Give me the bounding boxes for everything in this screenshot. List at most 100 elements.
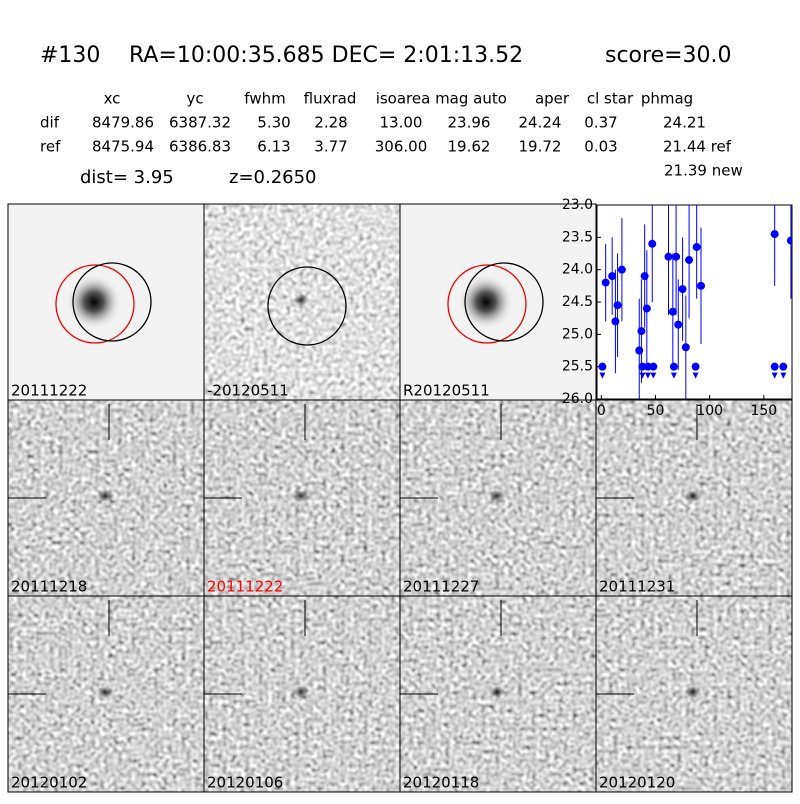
redshift: z=0.2650 — [229, 167, 317, 188]
y-tick-label: 23.0 — [562, 197, 593, 213]
stamp-label: 20120102 — [11, 774, 87, 792]
cell: 306.00 — [375, 138, 428, 156]
point — [664, 252, 673, 261]
table: xc yc fwhm fluxrad isoarea mag auto aper cl sta… — [40, 90, 732, 156]
cell: 21.44 ref — [663, 138, 732, 156]
residual — [97, 686, 113, 698]
point — [637, 327, 646, 336]
residual — [293, 490, 309, 502]
limit-point — [770, 362, 779, 371]
new-circle — [464, 262, 544, 342]
source — [66, 274, 122, 330]
row-label: ref — [40, 138, 61, 156]
stamp: 20120106 — [203, 595, 401, 793]
points — [598, 205, 792, 399]
y-tick-label: 24.5 — [562, 294, 593, 310]
stamp-label: 20120106 — [207, 774, 283, 792]
column-header: fluxrad — [304, 90, 357, 108]
y-tick-label: 24.0 — [562, 262, 593, 278]
object-id: #130 — [40, 43, 100, 68]
new-circle — [72, 262, 152, 342]
cell: 6386.83 — [169, 138, 231, 156]
limit-point — [691, 362, 700, 371]
distance: dist= 3.95 — [80, 167, 174, 188]
stamp: 20111222 — [7, 203, 205, 401]
stamp: 20111231 — [595, 399, 793, 597]
column-header: aper — [535, 90, 570, 108]
source — [458, 274, 514, 330]
point — [685, 255, 694, 264]
residual — [489, 490, 505, 502]
column-header: isoarea — [376, 90, 431, 108]
stamp-label: 20111222 — [207, 578, 283, 596]
cell: 5.30 — [257, 114, 290, 132]
cell: 6387.32 — [169, 114, 231, 132]
column-header: yc — [186, 90, 203, 108]
stamp-frame — [595, 595, 793, 793]
y-tick-label: 25.0 — [562, 326, 593, 342]
column-header: mag auto — [435, 90, 507, 108]
cell: 8475.94 — [92, 138, 154, 156]
point — [692, 243, 701, 252]
point — [770, 230, 779, 239]
point — [613, 301, 622, 310]
cell: 24.21 — [663, 114, 706, 132]
ref-circle — [447, 264, 527, 344]
header: #130 RA=10:00:35.685 DEC= 2:01:13.52 sco… — [40, 43, 732, 68]
limit-arrow — [780, 372, 787, 379]
limit-arrow — [599, 372, 606, 379]
stamp-label: 20111231 — [599, 578, 675, 596]
point — [635, 346, 644, 355]
point — [668, 307, 677, 316]
stamp-label: 20120120 — [599, 774, 675, 792]
cell: 13.00 — [380, 114, 423, 132]
point — [642, 304, 651, 313]
residual — [489, 686, 505, 698]
coordinates: RA=10:00:35.685 DEC= 2:01:13.52 — [129, 43, 523, 68]
stamp: 20111227 — [399, 399, 597, 597]
point — [640, 272, 649, 281]
point — [611, 317, 620, 326]
limit-point — [779, 362, 788, 371]
limit-arrow — [692, 372, 699, 379]
limit-arrow — [670, 372, 677, 379]
new-circle — [267, 266, 347, 346]
residual — [293, 686, 309, 698]
stamp-label: 20120118 — [403, 774, 479, 792]
stamp: 20111218 — [7, 399, 205, 597]
ref-circle — [55, 264, 135, 344]
point — [786, 236, 792, 245]
limit-arrow — [771, 372, 778, 379]
stamp: 20120102 — [7, 595, 205, 793]
y-tick-label: 25.5 — [562, 359, 593, 375]
stamp: 20120120 — [595, 595, 793, 793]
cell: 0.03 — [584, 138, 617, 156]
limit-arrow — [650, 372, 657, 379]
column-header: cl star — [587, 90, 634, 108]
point — [601, 278, 610, 287]
stamp-label: 20111222 — [11, 382, 87, 400]
cell: 8479.86 — [92, 114, 154, 132]
limit-arrow — [639, 372, 646, 379]
limit-point — [669, 362, 678, 371]
cell: 6.13 — [257, 138, 290, 156]
stamp: 20111222 — [203, 399, 401, 597]
point — [697, 281, 705, 290]
cell: 19.62 — [448, 138, 491, 156]
stamp-label: R20120511 — [403, 382, 490, 400]
row-label: dif — [40, 114, 60, 132]
x-tick-label: 100 — [696, 403, 723, 419]
point — [608, 272, 617, 281]
residual — [293, 294, 309, 306]
cell: 2.28 — [314, 114, 347, 132]
light-curve: 23.0 23.5 24.0 24.5 25.0 25.5 26.00 50 100 150 — [562, 197, 793, 419]
phmag-new: 21.39 new — [664, 162, 743, 180]
point — [648, 239, 657, 248]
y-tick-label: 23.5 — [562, 229, 593, 245]
residual — [685, 490, 701, 502]
column-header: fwhm — [244, 90, 285, 108]
score: score=30.0 — [605, 43, 732, 68]
cell: 23.96 — [448, 114, 491, 132]
stamp-label: 20111227 — [403, 578, 479, 596]
